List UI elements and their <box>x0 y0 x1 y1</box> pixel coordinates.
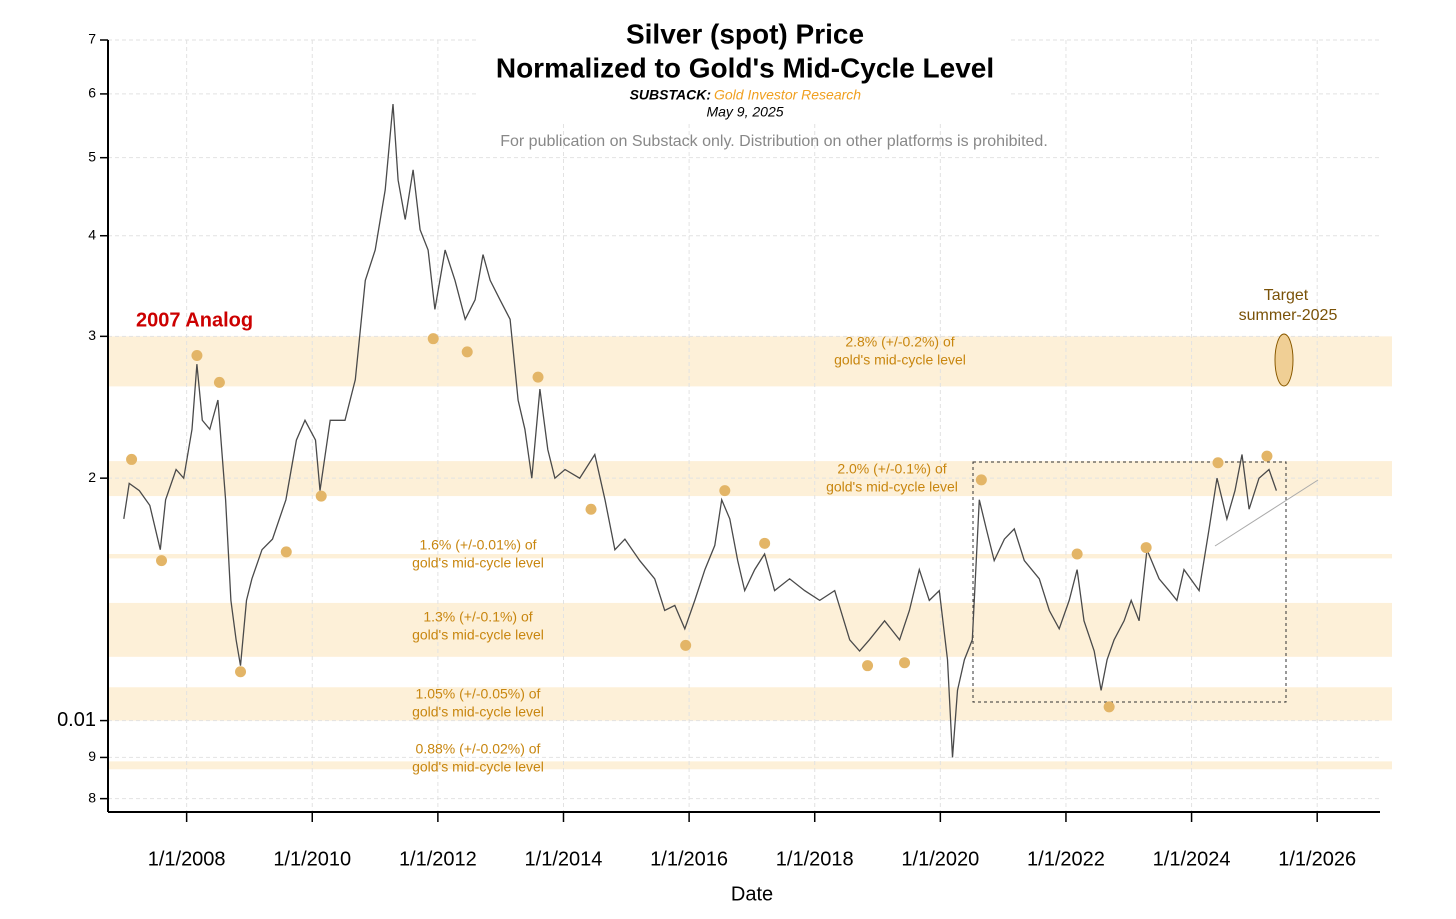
marker <box>532 371 544 383</box>
x-tick-label: 1/1/2020 <box>901 848 979 870</box>
band-label: 1.05% (+/-0.05%) of <box>416 686 541 702</box>
band <box>108 554 1392 559</box>
y-tick-label: 0.01 <box>57 709 96 731</box>
band-label: 2.8% (+/-0.2%) of <box>845 334 954 350</box>
x-axis-title: Date <box>731 883 773 905</box>
y-tick-label: 3 <box>88 327 96 343</box>
x-tick-label: 1/1/2026 <box>1278 848 1356 870</box>
band <box>108 761 1392 770</box>
marker <box>235 666 247 678</box>
marker <box>126 453 138 465</box>
source: Gold Investor Research <box>714 87 861 103</box>
marker <box>719 485 731 497</box>
x-tick-label: 1/1/2012 <box>399 848 477 870</box>
marker <box>461 346 473 358</box>
band-label: gold's mid-cycle level <box>834 352 966 368</box>
band <box>108 687 1392 721</box>
marker <box>1103 701 1115 713</box>
source-label: SUBSTACK: <box>630 87 711 103</box>
marker <box>427 333 439 345</box>
band-label: gold's mid-cycle level <box>412 759 544 775</box>
marker <box>1140 542 1152 554</box>
y-tick-label: 2 <box>88 469 96 485</box>
target-label: Target <box>1264 287 1309 304</box>
marker <box>1212 457 1224 469</box>
marker <box>899 657 911 669</box>
marker <box>1261 450 1273 462</box>
x-tick-label: 1/1/2024 <box>1153 848 1231 870</box>
band-label: gold's mid-cycle level <box>412 627 544 643</box>
x-tick-label: 1/1/2014 <box>525 848 603 870</box>
x-tick-label: 1/1/2010 <box>273 848 351 870</box>
analog-label: 2007 Analog <box>136 309 253 331</box>
y-tick-label: 6 <box>88 85 96 101</box>
marker <box>680 639 692 651</box>
marker <box>213 376 225 388</box>
marker <box>585 503 597 515</box>
target-ellipse <box>1274 333 1294 387</box>
band <box>108 336 1392 387</box>
y-tick-label: 7 <box>88 31 96 47</box>
notice: For publication on Substack only. Distri… <box>500 133 1048 150</box>
chart-subtitle: Normalized to Gold's Mid-Cycle Level <box>496 52 994 83</box>
band-label: gold's mid-cycle level <box>412 704 544 720</box>
marker <box>862 660 874 672</box>
foreground-layer: For publication on Substack only. Distri… <box>57 18 1380 905</box>
trend-line <box>1214 479 1319 547</box>
marker <box>759 537 771 549</box>
background-layer <box>108 39 1392 812</box>
marker <box>315 490 327 502</box>
x-tick-label: 1/1/2008 <box>148 848 226 870</box>
title-backdrop <box>478 18 1010 122</box>
band-label: 0.88% (+/-0.02%) of <box>416 741 541 757</box>
y-tick-label: 5 <box>88 148 96 164</box>
highlight-box <box>972 461 1287 703</box>
price-line <box>123 103 1278 758</box>
marker <box>975 474 987 486</box>
marker <box>191 350 203 362</box>
target-label: summer-2025 <box>1239 307 1338 324</box>
date: May 9, 2025 <box>706 104 783 120</box>
marker <box>156 555 168 567</box>
band-label: 1.6% (+/-0.01%) of <box>419 537 536 553</box>
x-tick-label: 1/1/2018 <box>776 848 854 870</box>
y-tick-label: 8 <box>88 789 96 805</box>
band <box>108 602 1392 657</box>
marker <box>280 546 292 558</box>
y-tick-label: 4 <box>88 226 96 242</box>
band-label: gold's mid-cycle level <box>826 479 958 495</box>
chart-title: Silver (spot) Price <box>626 18 864 49</box>
band-label: gold's mid-cycle level <box>412 555 544 571</box>
marker <box>1071 548 1083 560</box>
x-tick-label: 1/1/2016 <box>650 848 728 870</box>
band-label: 2.0% (+/-0.1%) of <box>837 461 946 477</box>
band-label: 1.3% (+/-0.1%) of <box>423 609 532 625</box>
y-tick-label: 9 <box>88 748 96 764</box>
x-tick-label: 1/1/2022 <box>1027 848 1105 870</box>
